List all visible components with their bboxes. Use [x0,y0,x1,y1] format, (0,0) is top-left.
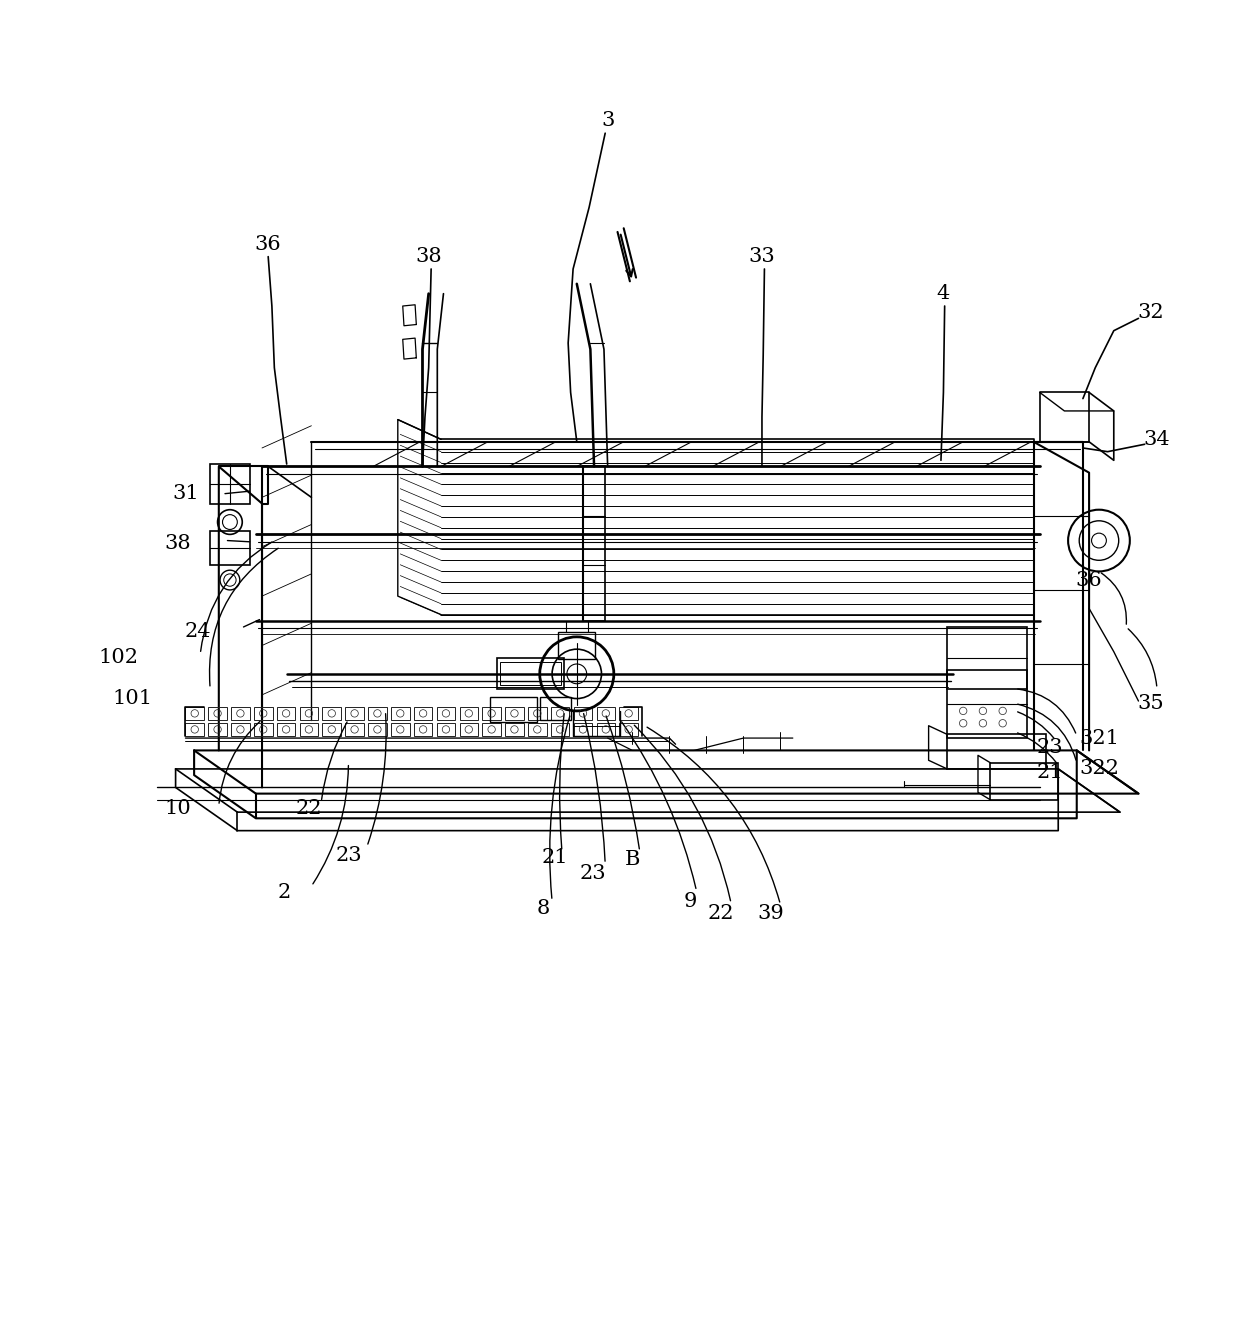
Text: 39: 39 [758,904,784,923]
Bar [414,724,433,736]
Bar [482,708,501,720]
Bar [947,734,1045,769]
Text: 22: 22 [708,904,734,923]
Text: 9: 9 [683,891,697,911]
Bar [345,724,363,736]
Text: 36: 36 [1076,571,1102,590]
Bar [496,657,564,689]
Bar [482,724,501,736]
Text: 2: 2 [278,883,291,902]
Bar [490,697,537,722]
Text: 101: 101 [113,689,153,708]
Text: 21: 21 [542,849,568,867]
Bar [551,724,569,736]
Text: 22: 22 [295,799,322,818]
Bar [505,708,523,720]
Bar [322,724,341,736]
Bar [277,724,295,736]
Bar [210,463,249,503]
Text: 31: 31 [172,485,198,503]
Bar [231,708,249,720]
Text: 8: 8 [537,899,551,918]
Text: 33: 33 [749,247,775,266]
Bar [208,724,227,736]
Bar [210,531,249,566]
Bar [254,708,273,720]
Bar [574,724,593,736]
Text: 322: 322 [1079,760,1118,778]
Bar [596,724,615,736]
Bar [505,724,523,736]
Bar [500,661,560,685]
Bar [368,724,387,736]
Text: 35: 35 [1137,695,1164,713]
Bar [528,724,547,736]
Bar [947,671,1028,738]
Bar [368,708,387,720]
Text: 102: 102 [99,648,139,668]
Bar [551,708,569,720]
Text: 321: 321 [1079,729,1118,748]
Bar [300,708,319,720]
Bar [596,708,615,720]
Bar [460,708,479,720]
Bar [436,708,455,720]
Bar [539,697,570,720]
Bar [436,724,455,736]
Bar [391,724,409,736]
Bar [277,708,295,720]
Text: 23: 23 [335,846,362,865]
Bar [414,708,433,720]
Bar [528,708,547,720]
Text: 23: 23 [579,865,606,883]
Bar [391,708,409,720]
Bar [574,708,593,720]
Bar [558,632,595,659]
Bar [991,762,1058,799]
Bar [231,724,249,736]
Text: 38: 38 [165,534,191,552]
Text: 10: 10 [165,799,191,818]
Bar [186,708,205,720]
Bar [322,708,341,720]
Bar [345,708,363,720]
Text: B: B [625,850,640,869]
Bar [300,724,319,736]
Bar [947,627,1028,689]
Bar [620,708,637,720]
Bar [620,724,637,736]
Bar [254,724,273,736]
Text: 23: 23 [1037,738,1063,757]
Bar [460,724,479,736]
Text: 24: 24 [185,623,211,641]
Bar [208,708,227,720]
Text: 38: 38 [415,247,441,266]
Text: 34: 34 [1143,430,1171,449]
Text: 4: 4 [936,284,950,303]
Bar [186,724,205,736]
Text: 3: 3 [601,112,614,130]
Text: 36: 36 [255,235,281,254]
Text: 32: 32 [1137,303,1164,321]
Text: 21: 21 [1037,764,1063,782]
